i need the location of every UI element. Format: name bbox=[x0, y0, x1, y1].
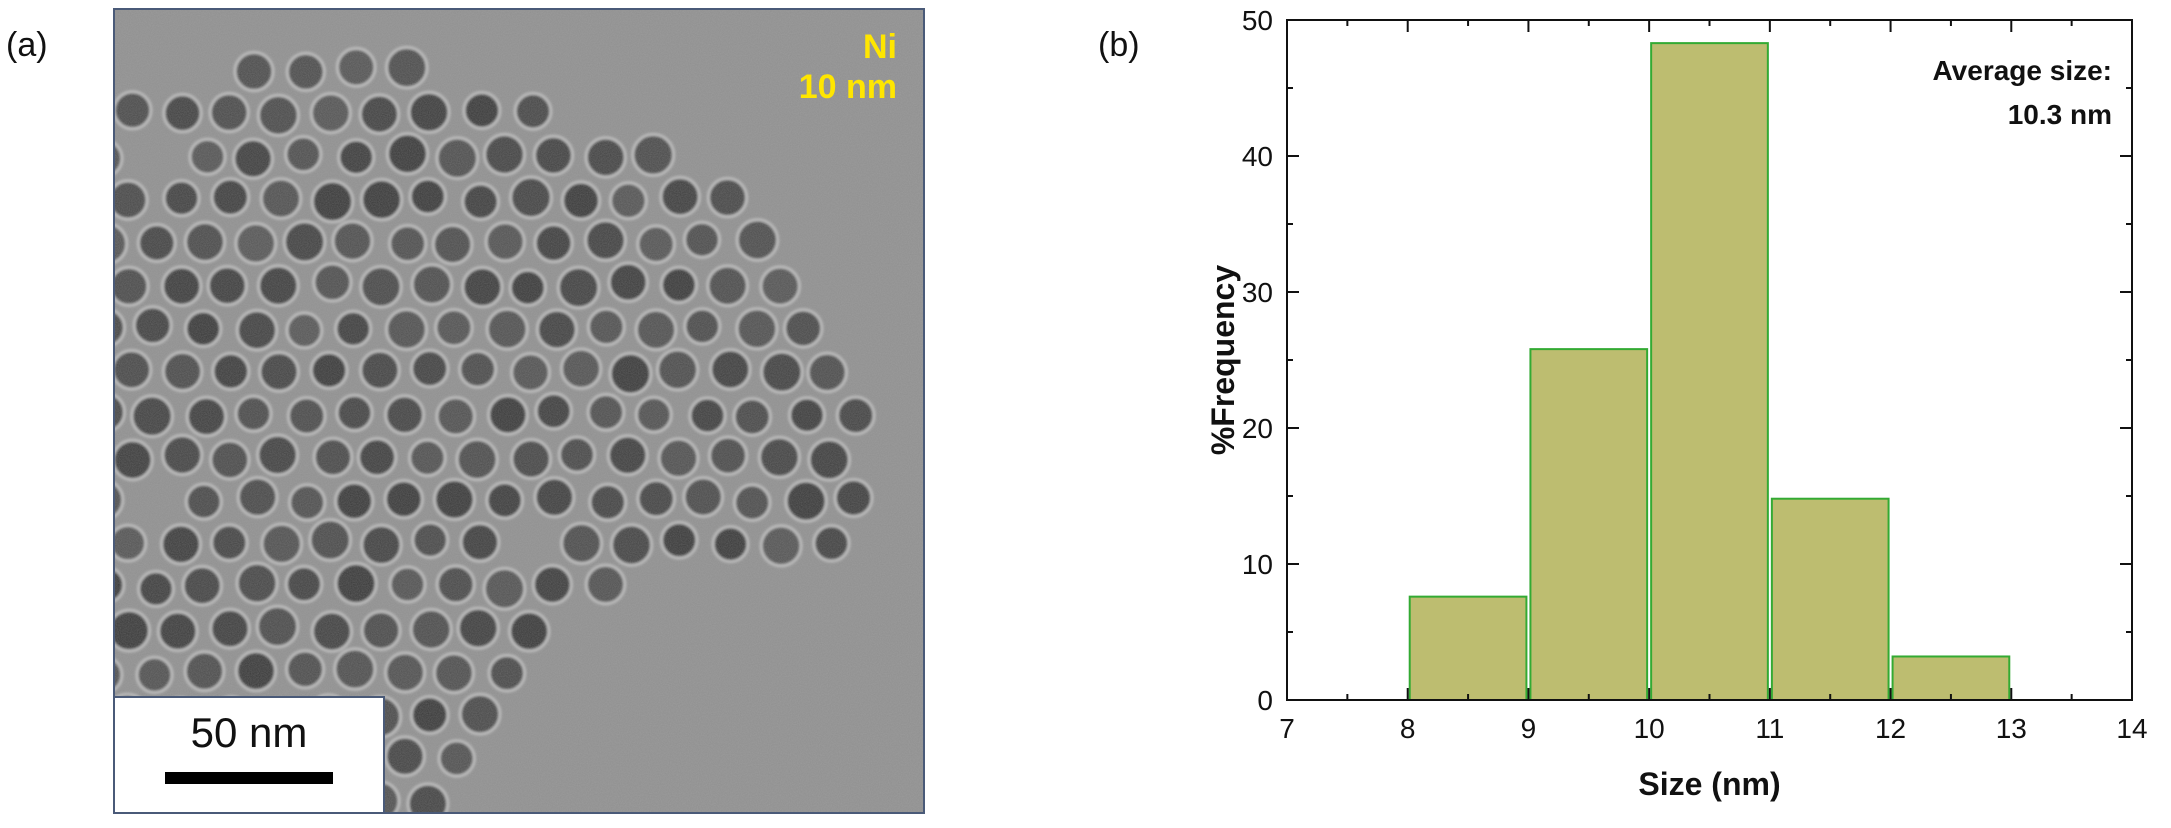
average-size-value: 10.3 nm bbox=[2008, 99, 2112, 130]
histogram-bar bbox=[1650, 42, 1769, 702]
x-axis-label: Size (nm) bbox=[1638, 766, 1780, 802]
material-label: Ni bbox=[863, 28, 897, 66]
y-tick-label: 10 bbox=[1242, 549, 1273, 580]
x-tick-label: 8 bbox=[1400, 713, 1416, 744]
y-axis-label: %Frequency bbox=[1205, 265, 1241, 455]
tem-image bbox=[115, 10, 923, 812]
scale-bar bbox=[165, 772, 333, 784]
y-tick-label: 20 bbox=[1242, 413, 1273, 444]
histogram-bar bbox=[1770, 497, 1890, 701]
y-tick-label: 30 bbox=[1242, 277, 1273, 308]
histogram-bar bbox=[1529, 348, 1649, 701]
x-tick-label: 11 bbox=[1755, 713, 1784, 744]
x-tick-label: 12 bbox=[1875, 713, 1906, 744]
panel-a-label: (a) bbox=[6, 26, 48, 64]
x-tick-label: 7 bbox=[1279, 713, 1295, 744]
particle-size-label: 10 nm bbox=[798, 68, 897, 106]
scale-bar-label: 50 nm bbox=[190, 709, 308, 756]
scale-bar-box: 50 nm bbox=[115, 696, 385, 812]
x-tick-label: 10 bbox=[1634, 713, 1665, 744]
y-tick-label: 50 bbox=[1242, 5, 1273, 36]
average-size-label: Average size: bbox=[1933, 55, 2113, 86]
tem-micrograph: Ni 10 nm 50 nm bbox=[113, 8, 925, 814]
histogram-bar bbox=[1891, 655, 2011, 701]
histogram-bar bbox=[1408, 595, 1528, 702]
panel-b-label: (b) bbox=[1098, 26, 1140, 64]
y-tick-label: 40 bbox=[1242, 141, 1273, 172]
y-tick-label: 0 bbox=[1257, 685, 1273, 716]
x-tick-label: 13 bbox=[1996, 713, 2027, 744]
x-tick-label: 9 bbox=[1521, 713, 1537, 744]
x-tick-label: 14 bbox=[2116, 713, 2147, 744]
